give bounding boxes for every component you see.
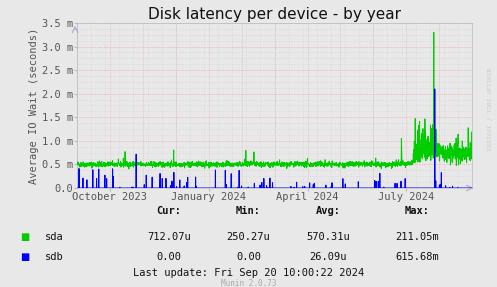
Text: 712.07u: 712.07u	[147, 232, 191, 242]
Text: sda: sda	[45, 232, 64, 242]
Text: 26.09u: 26.09u	[309, 252, 347, 262]
Text: 570.31u: 570.31u	[306, 232, 350, 242]
Text: sdb: sdb	[45, 252, 64, 262]
Text: Max:: Max:	[405, 206, 430, 216]
Y-axis label: Average IO Wait (seconds): Average IO Wait (seconds)	[29, 27, 39, 184]
Text: 211.05m: 211.05m	[396, 232, 439, 242]
Text: 250.27u: 250.27u	[227, 232, 270, 242]
Text: 615.68m: 615.68m	[396, 252, 439, 262]
Text: RRDTOOL / TOBI OETIKER: RRDTOOL / TOBI OETIKER	[487, 68, 492, 150]
Title: Disk latency per device - by year: Disk latency per device - by year	[148, 7, 401, 22]
Text: 0.00: 0.00	[236, 252, 261, 262]
Text: ■: ■	[20, 252, 29, 262]
Text: Min:: Min:	[236, 206, 261, 216]
Text: ■: ■	[20, 232, 29, 242]
Text: Avg:: Avg:	[316, 206, 340, 216]
Text: Last update: Fri Sep 20 10:00:22 2024: Last update: Fri Sep 20 10:00:22 2024	[133, 268, 364, 278]
Text: 0.00: 0.00	[157, 252, 181, 262]
Text: Cur:: Cur:	[157, 206, 181, 216]
Text: Munin 2.0.73: Munin 2.0.73	[221, 279, 276, 287]
